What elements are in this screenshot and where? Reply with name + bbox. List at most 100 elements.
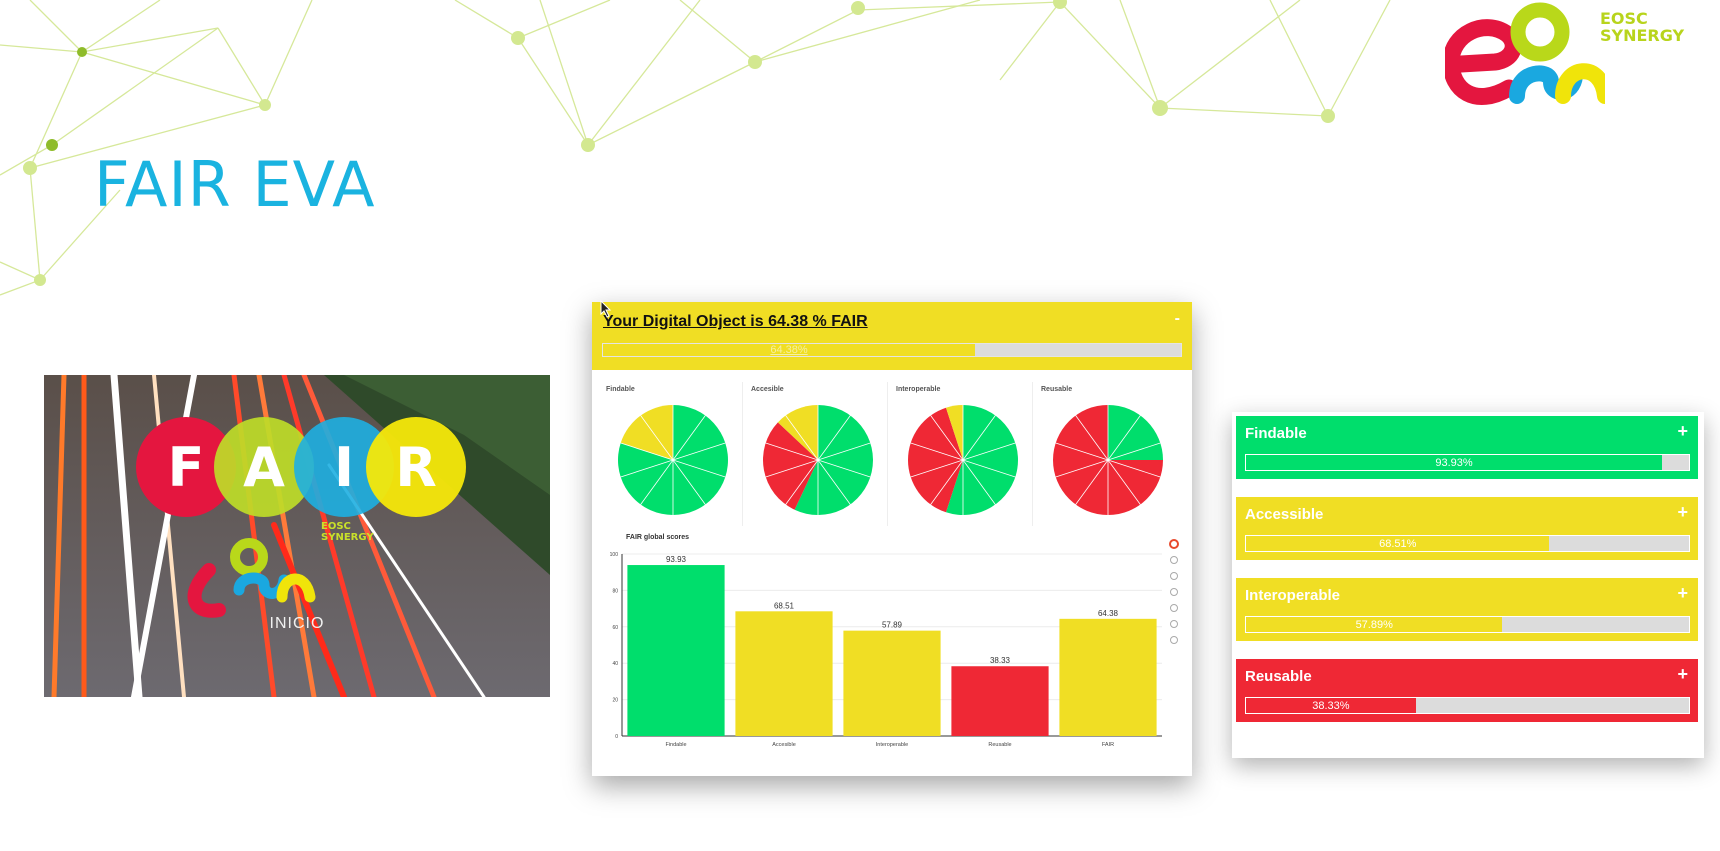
bokeh-logo-icon[interactable] bbox=[1169, 539, 1179, 549]
card-title-findable: Findable bbox=[1245, 425, 1307, 442]
reset-icon[interactable] bbox=[1170, 620, 1178, 628]
pie-slice-yellow bbox=[946, 405, 963, 460]
accessible-progress-bar: 68.51% bbox=[1245, 535, 1690, 552]
pie-slice-red bbox=[763, 422, 818, 510]
card-title-interoperable: Interoperable bbox=[1245, 587, 1341, 604]
pie-divider bbox=[1055, 459, 1109, 478]
result-header: Your Digital Object is 64.38 % FAIR - 64… bbox=[592, 302, 1192, 370]
video-logo-text: EOSC SYNERGY bbox=[321, 521, 374, 543]
pie-divider bbox=[1107, 415, 1141, 461]
pie-slice-red bbox=[908, 407, 963, 513]
slide-title: FAIR EVA bbox=[94, 148, 376, 221]
save-icon[interactable] bbox=[1170, 604, 1178, 612]
pie-divider bbox=[765, 442, 819, 461]
interoperable-progress-fill bbox=[1246, 617, 1503, 632]
card-findable[interactable]: Findable + 93.93% bbox=[1236, 416, 1698, 479]
y-tick-label: 60 bbox=[612, 625, 618, 631]
pie-divider bbox=[910, 459, 964, 478]
expand-findable-button[interactable]: + bbox=[1677, 421, 1688, 441]
x-tick-label: FAIR bbox=[1102, 742, 1114, 748]
pie-divider bbox=[817, 459, 851, 505]
bar-interoperable bbox=[843, 630, 941, 736]
card-interoperable[interactable]: Interoperable + 57.89% bbox=[1236, 578, 1698, 641]
reusable-progress-label: 38.33% bbox=[1312, 699, 1350, 712]
bar-value-label: 38.33 bbox=[990, 656, 1011, 665]
pie-divider bbox=[910, 442, 964, 461]
bar-reusable bbox=[951, 666, 1049, 736]
bar-value-label: 64.38 bbox=[1098, 609, 1119, 618]
video-thumbnail[interactable]: F A I R EOSC SYNERGY INICIO bbox=[44, 375, 550, 697]
pie-divider bbox=[672, 415, 706, 461]
y-tick-label: 0 bbox=[615, 734, 618, 740]
findable-progress-label: 93.93% bbox=[1435, 456, 1473, 469]
y-tick-label: 80 bbox=[612, 588, 618, 594]
pie-divider bbox=[1075, 459, 1109, 505]
pie-divider bbox=[765, 459, 819, 478]
card-title-accessible: Accessible bbox=[1245, 506, 1324, 523]
mouse-cursor-icon bbox=[600, 300, 612, 318]
collapse-button[interactable]: - bbox=[1174, 310, 1180, 327]
wheel-zoom-icon[interactable] bbox=[1170, 588, 1178, 596]
x-tick-label: Accesible bbox=[772, 742, 796, 748]
pie-divider bbox=[930, 459, 964, 505]
pie-divider bbox=[1075, 415, 1109, 461]
pan-icon[interactable] bbox=[1170, 556, 1178, 564]
pie-findable: Findable bbox=[602, 382, 743, 526]
video-caption: INICIO bbox=[269, 615, 325, 632]
pie-slice-green bbox=[794, 405, 873, 515]
x-tick-label: Interoperable bbox=[876, 742, 908, 748]
overall-progress-bar: 64.38% bbox=[602, 343, 1182, 357]
expand-reusable-button[interactable]: + bbox=[1677, 664, 1688, 684]
pie-interoperable: Interoperable bbox=[892, 382, 1033, 526]
y-tick-label: 100 bbox=[610, 552, 619, 558]
pie-divider bbox=[640, 415, 674, 461]
pie-divider bbox=[620, 459, 674, 478]
pie-divider bbox=[1107, 459, 1141, 505]
result-title: Your Digital Object is 64.38 % FAIR bbox=[603, 313, 868, 330]
card-reusable[interactable]: Reusable + 38.33% bbox=[1236, 659, 1698, 722]
findable-progress-bar: 93.93% bbox=[1245, 454, 1690, 471]
bar-fair bbox=[1059, 618, 1157, 736]
overall-progress-fill bbox=[603, 344, 976, 356]
pie-chart-interoperable bbox=[908, 405, 1018, 515]
bar-value-label: 57.89 bbox=[882, 621, 903, 630]
interoperable-progress-bar: 57.89% bbox=[1245, 616, 1690, 633]
pie-divider bbox=[962, 415, 996, 461]
chart-title: FAIR global scores bbox=[626, 534, 689, 541]
findable-progress-fill bbox=[1246, 455, 1663, 470]
pie-slice-yellow bbox=[620, 405, 673, 460]
pie-divider bbox=[962, 442, 1016, 461]
zoom-icon[interactable] bbox=[1170, 572, 1178, 580]
pie-reusable: Reusable bbox=[1037, 382, 1177, 526]
pie-label-accesible: Accesible bbox=[751, 386, 784, 393]
bar-value-label: 93.93 bbox=[666, 555, 687, 564]
help-icon[interactable] bbox=[1170, 636, 1178, 644]
bar-accesible bbox=[735, 611, 833, 736]
reusable-progress-fill bbox=[1246, 698, 1416, 713]
expand-interoperable-button[interactable]: + bbox=[1677, 583, 1688, 603]
pie-divider bbox=[817, 442, 871, 461]
pie-label-interoperable: Interoperable bbox=[896, 386, 941, 393]
pie-divider bbox=[962, 459, 996, 505]
reusable-progress-bar: 38.33% bbox=[1245, 697, 1690, 714]
pie-divider bbox=[672, 459, 706, 505]
pie-label-reusable: Reusable bbox=[1041, 386, 1073, 393]
interoperable-progress-label: 57.89% bbox=[1355, 618, 1393, 631]
pie-chart-findable bbox=[618, 405, 728, 515]
y-tick-label: 40 bbox=[612, 661, 618, 667]
principle-cards: Findable + 93.93% Accessible + 68.51% In… bbox=[1232, 412, 1704, 758]
card-accessible[interactable]: Accessible + 68.51% bbox=[1236, 497, 1698, 560]
x-tick-label: Reusable bbox=[988, 742, 1011, 748]
accessible-progress-label: 68.51% bbox=[1379, 537, 1417, 550]
expand-accessible-button[interactable]: + bbox=[1677, 502, 1688, 522]
pie-divider bbox=[620, 442, 674, 461]
x-tick-label: Findable bbox=[665, 742, 686, 748]
accessible-progress-fill bbox=[1246, 536, 1550, 551]
pie-divider bbox=[785, 415, 819, 461]
pie-divider bbox=[1107, 442, 1161, 461]
overall-progress-label: 64.38% bbox=[770, 344, 808, 356]
bar-findable bbox=[627, 565, 725, 736]
pie-divider bbox=[640, 459, 674, 505]
letter-r: R bbox=[366, 417, 466, 517]
